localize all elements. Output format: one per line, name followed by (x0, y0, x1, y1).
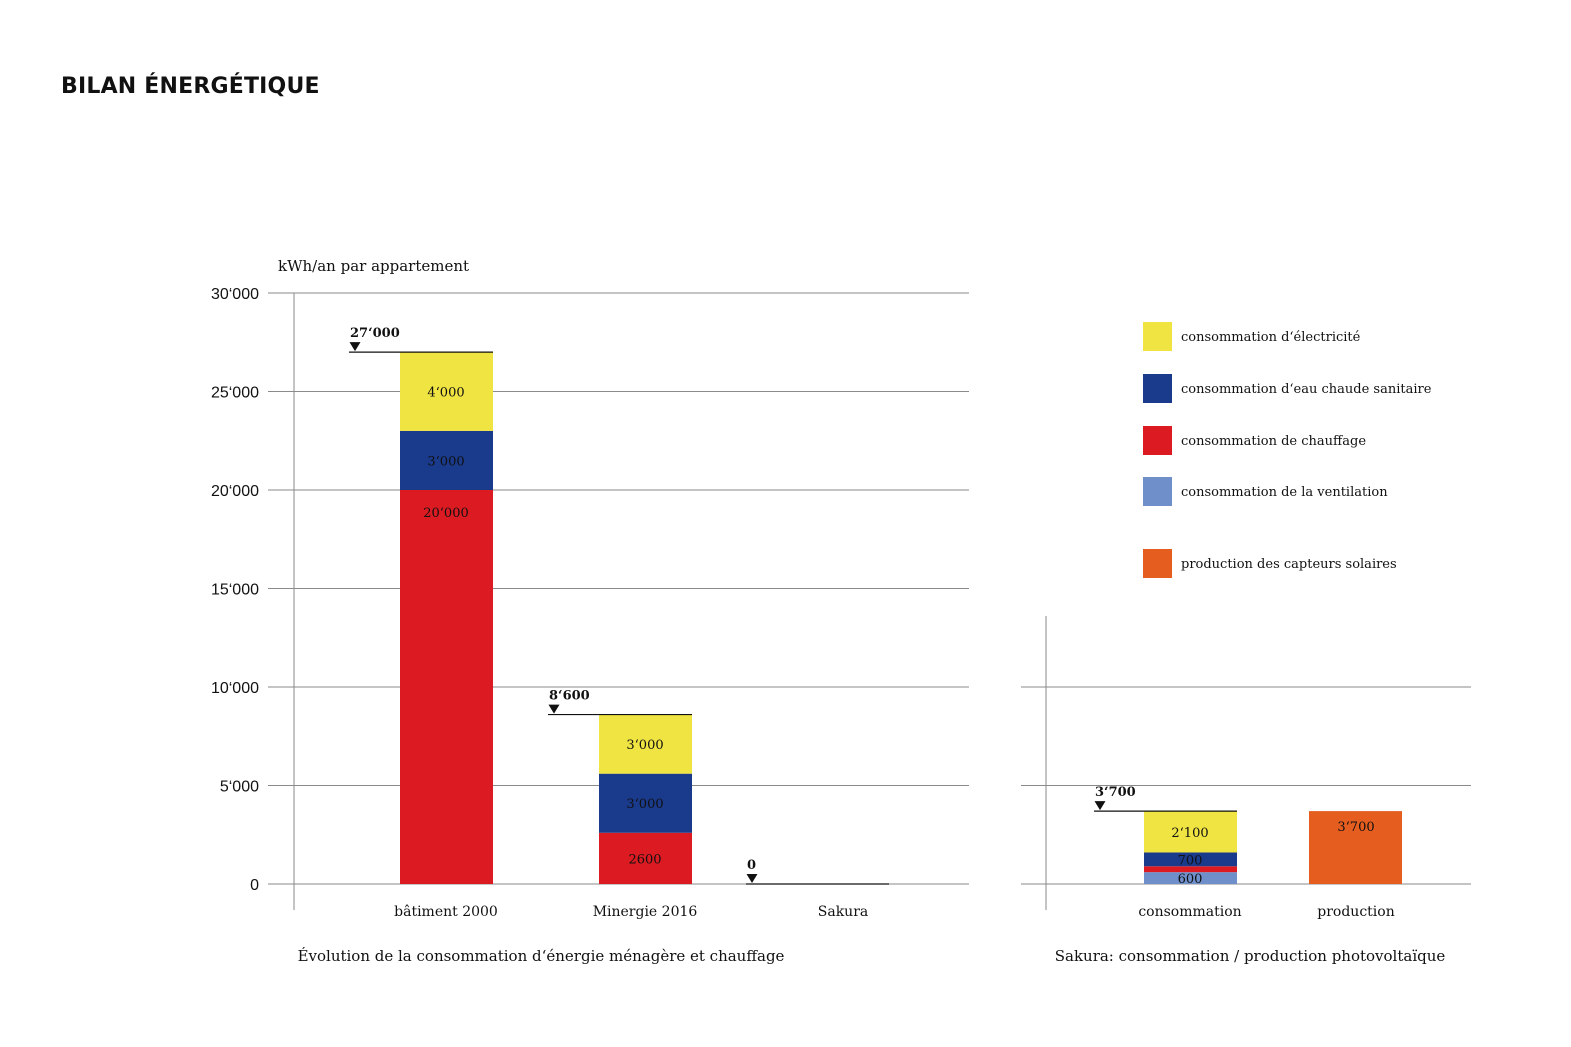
total-marker-consommation (1094, 801, 1106, 811)
total-label-sakura: 0 (747, 858, 756, 873)
bar-consommation-eau_chaude (1144, 852, 1237, 867)
bar-consommation-ventilation (1144, 872, 1237, 884)
x-tick-label-production: production (1317, 904, 1394, 920)
legend-swatch-ventilation (1143, 477, 1172, 506)
y-tick-label-10000: 10‘000 (211, 680, 259, 697)
total-marker-minergie-2016 (548, 704, 560, 714)
bar-label-consommation-eau_chaude: 700 (1178, 853, 1203, 868)
bar-consommation-chauffage (1144, 866, 1237, 873)
bar-label-consommation-electricite: 2‘100 (1171, 826, 1208, 841)
y-tick-label-15000: 15‘000 (211, 582, 259, 599)
bar-batiment-2000-eau_chaude (400, 430, 493, 490)
chart-1-title: Évolution de la consommation d‘énergie m… (298, 947, 785, 965)
x-tick-label-minergie-2016: Minergie 2016 (593, 904, 698, 920)
y-tick-label-25000: 25‘000 (211, 385, 259, 402)
bar-production-production (1309, 811, 1402, 884)
bar-label-minergie-2016-eau_chaude: 3‘000 (626, 797, 663, 812)
legend-swatch-eau_chaude (1143, 374, 1172, 403)
bar-consommation-electricite (1144, 811, 1237, 853)
total-marker-sakura (746, 874, 758, 883)
x-tick-label-consommation: consommation (1138, 904, 1241, 920)
legend-swatch-electricite (1143, 322, 1172, 351)
legend-label-eau_chaude: consommation d‘eau chaude sanitaire (1181, 382, 1432, 397)
x-tick-label-batiment-2000: bâtiment 2000 (394, 904, 498, 920)
bar-label-batiment-2000-eau_chaude: 3‘000 (427, 454, 464, 469)
page-title: BILAN ÉNERGÉTIQUE (61, 74, 320, 99)
legend-label-electricite: consommation d‘électricité (1181, 330, 1361, 345)
bar-label-consommation-ventilation: 600 (1178, 872, 1203, 887)
y-tick-label-20000: 20‘000 (211, 483, 259, 500)
bar-label-minergie-2016-chauffage: 2600 (628, 852, 661, 867)
legend-swatch-production (1143, 549, 1172, 578)
bar-minergie-2016-electricite (599, 714, 692, 774)
bar-batiment-2000-chauffage (400, 490, 493, 884)
bar-label-minergie-2016-electricite: 3‘000 (626, 738, 663, 753)
chart-2-title: Sakura: consommation / production photov… (1055, 947, 1446, 965)
legend-label-production: production des capteurs solaires (1181, 557, 1397, 572)
legend-swatch-chauffage (1143, 426, 1172, 455)
total-label-minergie-2016: 8‘600 (549, 689, 590, 704)
y-tick-label-0: 0 (250, 877, 259, 894)
y-tick-label-30000: 30‘000 (211, 286, 259, 303)
bar-label-production-production: 3‘700 (1337, 820, 1374, 835)
bar-label-batiment-2000-electricite: 4‘000 (427, 386, 464, 401)
bar-minergie-2016-eau_chaude (599, 773, 692, 833)
bar-batiment-2000-electricite (400, 352, 493, 431)
y-tick-label-5000: 5‘000 (220, 779, 259, 796)
legend-label-ventilation: consommation de la ventilation (1181, 485, 1388, 500)
y-axis-label: kWh/an par appartement (278, 257, 469, 275)
total-marker-batiment-2000 (349, 342, 361, 352)
bar-minergie-2016-chauffage (599, 832, 692, 884)
bar-label-batiment-2000-chauffage: 20‘000 (423, 506, 469, 521)
total-label-consommation: 3‘700 (1095, 785, 1136, 800)
total-label-batiment-2000: 27‘000 (350, 326, 400, 341)
legend-label-chauffage: consommation de chauffage (1181, 434, 1366, 449)
x-tick-label-sakura: Sakura (818, 904, 868, 920)
